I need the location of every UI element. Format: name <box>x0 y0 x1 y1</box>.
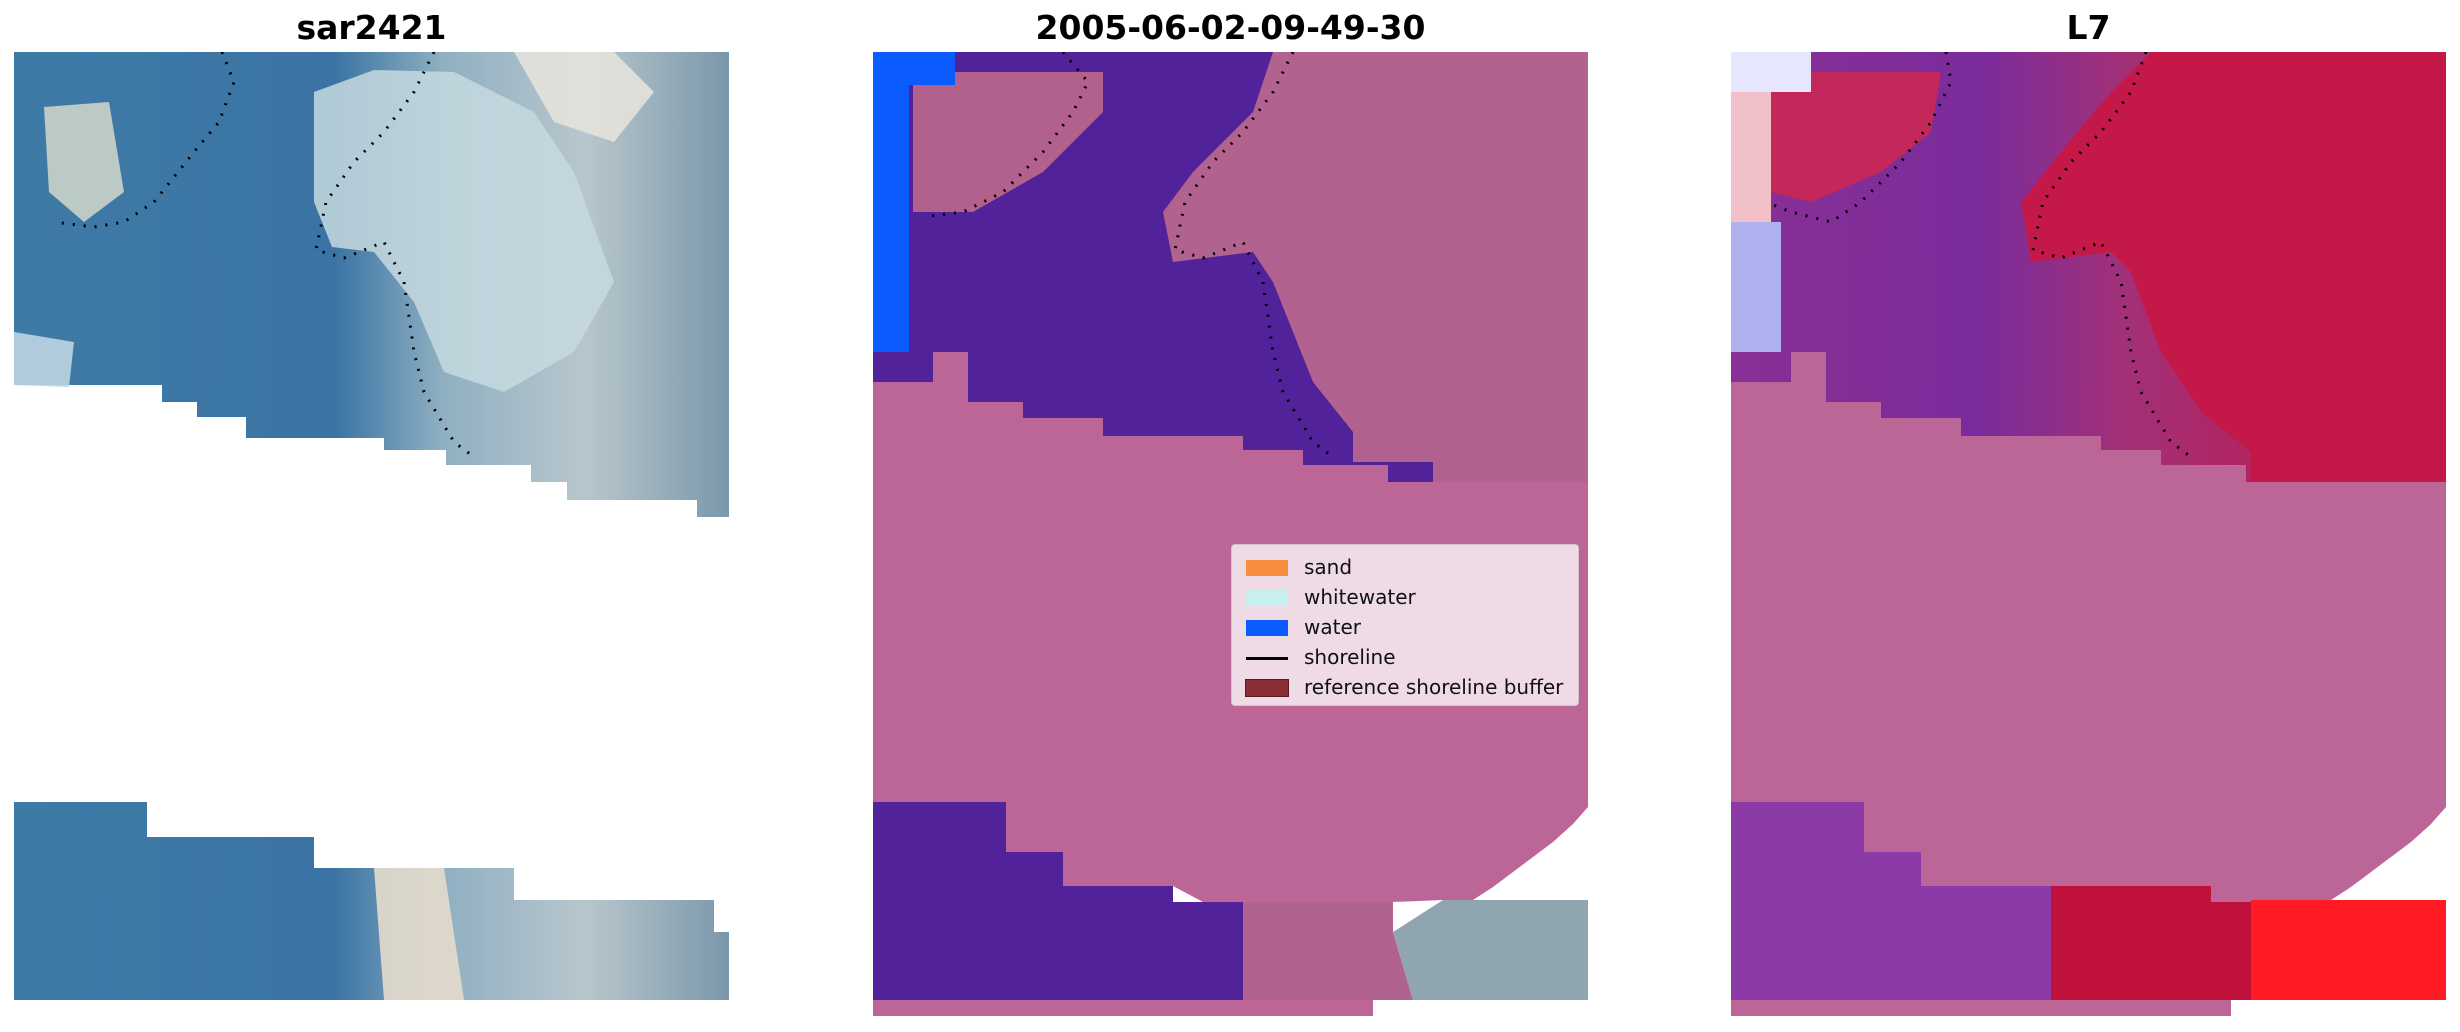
classification-panel <box>873 52 1588 1020</box>
shoreline-dots <box>1173 52 1334 459</box>
rgb-whitewater-patch <box>44 102 124 222</box>
legend-label: shoreline <box>1304 645 1396 669</box>
index-red-region <box>2021 52 2446 517</box>
index-red-region <box>1771 72 1941 202</box>
rgb-image-panel <box>14 52 729 1020</box>
land-overlay-region <box>1731 1000 2231 1016</box>
land-overlay-region <box>1163 52 1588 517</box>
reference-buffer-swatch <box>1245 679 1289 697</box>
panel-title-rgb: sar2421 <box>296 8 447 47</box>
land-overlay-region <box>1731 352 2446 902</box>
rgb-background-patch <box>1393 900 1588 1000</box>
water-overlay-region <box>873 802 1243 1000</box>
shoreline-dots <box>922 52 1090 219</box>
shoreline-line-swatch <box>1246 657 1288 660</box>
index-blue-region <box>1731 222 1781 352</box>
land-overlay-region <box>913 72 1103 212</box>
rgb-whitewater-patch <box>14 332 74 387</box>
legend-label: reference shoreline buffer <box>1304 675 1564 699</box>
index-blue-region <box>1731 92 1771 222</box>
index-region <box>1731 802 2051 1000</box>
land-overlay-region <box>1243 902 1413 1000</box>
land-overlay-region <box>873 1000 1373 1016</box>
whitewater-swatch <box>1246 590 1288 606</box>
legend-label: whitewater <box>1304 585 1416 609</box>
water-swatch <box>1246 620 1288 636</box>
rgb-sea-area <box>14 802 729 1000</box>
rgb-whitewater-patch <box>514 52 654 142</box>
index-panel <box>1731 52 2446 1020</box>
index-red-region <box>2251 900 2446 1000</box>
shoreline-dots <box>314 52 475 459</box>
sand-swatch <box>1246 560 1288 576</box>
panel-title-classification: 2005-06-02-09-49-30 <box>1035 8 1426 47</box>
land-overlay-region <box>873 352 1588 902</box>
rgb-whitewater-patch <box>374 868 464 1000</box>
legend-label: water <box>1304 615 1361 639</box>
legend-label: sand <box>1304 555 1353 579</box>
index-blue-region <box>1731 52 1811 92</box>
rgb-whitewater-patch <box>314 70 614 392</box>
panel-title-index: L7 <box>2066 8 2111 47</box>
legend: sand whitewater water shoreline referenc… <box>1231 544 1579 706</box>
water-class-region <box>873 52 955 352</box>
